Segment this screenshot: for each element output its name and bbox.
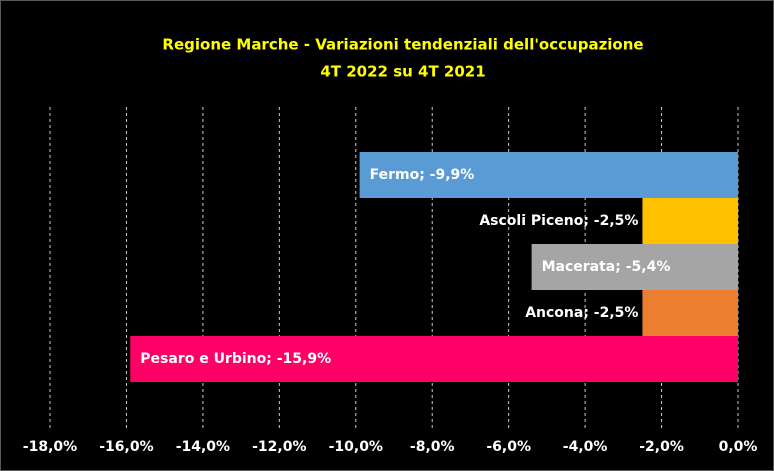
x-tick-label: -8,0%: [410, 439, 455, 455]
x-tick-label: -16,0%: [99, 439, 153, 455]
x-tick-label: -4,0%: [563, 439, 608, 455]
x-tick-label: -2,0%: [639, 439, 684, 455]
data-label: Pesaro e Urbino; -15,9%: [140, 351, 331, 367]
bar: [642, 290, 738, 336]
x-tick-label: -6,0%: [486, 439, 531, 455]
bar: [130, 336, 738, 382]
x-tick-label: -18,0%: [23, 439, 77, 455]
bar: [531, 244, 738, 290]
data-label: Macerata; -5,4%: [542, 259, 671, 275]
chart-subtitle: 4T 2022 su 4T 2021: [320, 63, 485, 81]
data-label: Ancona; -2,5%: [525, 305, 638, 321]
x-tick-label: 0,0%: [719, 439, 758, 455]
bar: [642, 198, 738, 244]
x-tick-label: -14,0%: [176, 439, 230, 455]
chart-title: Regione Marche - Variazioni tendenziali …: [162, 36, 643, 54]
data-label: Ascoli Piceno; -2,5%: [479, 213, 638, 229]
bar: [359, 152, 738, 198]
x-tick-label: -12,0%: [252, 439, 306, 455]
data-label: Fermo; -9,9%: [370, 167, 475, 183]
x-tick-label: -10,0%: [329, 439, 383, 455]
